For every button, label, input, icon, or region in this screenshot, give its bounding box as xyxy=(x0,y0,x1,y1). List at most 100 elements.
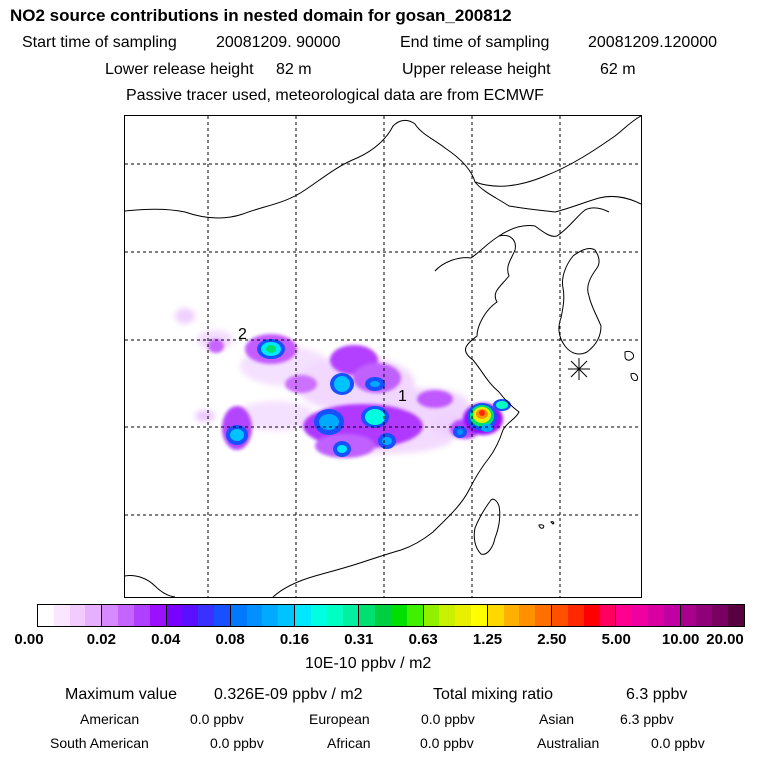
colorbar-swatch xyxy=(423,605,440,626)
source-name: Australian xyxy=(537,735,600,751)
colorbar-swatch xyxy=(262,605,279,626)
colorbar-swatch xyxy=(198,605,214,626)
colorbar xyxy=(37,604,745,627)
colorbar-swatch xyxy=(53,605,70,626)
source-name: South American xyxy=(50,735,149,751)
colorbar-segment xyxy=(38,605,103,626)
colorbar-swatch xyxy=(230,605,247,626)
colorbar-tick-label: 0.31 xyxy=(344,631,374,648)
colorbar-swatch xyxy=(648,605,664,626)
source-name: African xyxy=(327,735,371,751)
colorbar-swatch xyxy=(359,605,376,626)
colorbar-swatch xyxy=(616,605,633,626)
colorbar-swatch xyxy=(38,605,54,626)
source-value: 0.0 ppbv xyxy=(421,711,475,727)
colorbar-swatch xyxy=(102,605,119,626)
colorbar-segment xyxy=(295,605,360,626)
plume-core xyxy=(226,339,511,457)
source-value: 0.0 ppbv xyxy=(420,735,474,751)
colorbar-tick-label: 1.25 xyxy=(472,631,503,648)
colorbar-swatch xyxy=(599,605,616,626)
coastlines xyxy=(125,116,641,597)
source-name: European xyxy=(309,711,370,727)
colorbar-swatch xyxy=(326,605,343,626)
colorbar-swatch xyxy=(406,605,423,626)
source-name: Asian xyxy=(539,711,575,727)
colorbar-tick-label: 0.00 xyxy=(14,631,44,648)
colorbar-swatch xyxy=(149,605,166,626)
colorbar-swatch xyxy=(295,605,311,626)
colorbar-swatch xyxy=(69,605,86,626)
map-panel: 2 1 xyxy=(124,115,642,598)
colorbar-tick-label: 0.02 xyxy=(86,631,116,648)
receptor-asterisk-icon xyxy=(568,358,590,380)
region-label-2: 2 xyxy=(238,326,247,343)
colorbar-tick-label: 20.00 xyxy=(706,631,744,648)
total-mixing-value: 6.3 ppbv xyxy=(626,686,688,703)
end-time-label: End time of sampling xyxy=(400,34,550,51)
colorbar-segment xyxy=(552,605,617,626)
colorbar-swatch xyxy=(133,605,150,626)
max-value-label: Maximum value xyxy=(65,686,178,703)
lat-lon-grid xyxy=(125,116,641,597)
upper-height-label: Upper release height xyxy=(402,61,551,78)
tracer-note: Passive tracer used, meteorological data… xyxy=(126,87,544,104)
colorbar-segment xyxy=(680,605,744,626)
colorbar-swatch xyxy=(118,605,134,626)
colorbar-segment xyxy=(487,605,553,626)
colorbar-swatch xyxy=(663,605,680,626)
colorbar-units: 10E-10 ppbv / m2 xyxy=(305,655,432,672)
region-label-1: 1 xyxy=(398,388,407,405)
colorbar-swatch xyxy=(696,605,713,626)
colorbar-swatch xyxy=(728,605,744,626)
map-svg: 2 1 xyxy=(125,116,641,597)
colorbar-tick-label: 2.50 xyxy=(537,631,567,648)
colorbar-swatch xyxy=(712,605,729,626)
end-time-value: 20081209.120000 xyxy=(588,34,718,51)
colorbar-swatch xyxy=(567,605,584,626)
colorbar-swatch xyxy=(390,605,407,626)
colorbar-swatch xyxy=(278,605,295,626)
colorbar-swatch xyxy=(632,605,649,626)
source-value: 6.3 ppbv xyxy=(620,711,674,727)
source-name: American xyxy=(80,711,140,727)
colorbar-segment xyxy=(230,605,296,626)
lower-height-value: 82 m xyxy=(276,61,312,78)
colorbar-tick-label: 5.00 xyxy=(601,631,631,648)
colorbar-swatch xyxy=(471,605,487,626)
colorbar-swatch xyxy=(680,605,697,626)
colorbar-tick-label: 0.08 xyxy=(215,631,245,648)
max-value: 0.326E-09 ppbv / m2 xyxy=(214,686,363,703)
colorbar-swatch xyxy=(439,605,456,626)
start-time-value: 20081209. 90000 xyxy=(216,34,341,51)
colorbar-swatch xyxy=(535,605,552,626)
start-time-label: Start time of sampling xyxy=(22,34,177,51)
colorbar-tick-label: 0.04 xyxy=(151,631,181,648)
source-value: 0.0 ppbv xyxy=(190,711,244,727)
lower-height-label: Lower release height xyxy=(105,61,254,78)
colorbar-tick-label: 10.00 xyxy=(661,631,700,648)
source-value: 0.0 ppbv xyxy=(651,735,705,751)
colorbar-segment xyxy=(423,605,488,626)
colorbar-swatch xyxy=(213,605,230,626)
colorbar-swatch xyxy=(519,605,536,626)
colorbar-swatch xyxy=(375,605,391,626)
colorbar-segment xyxy=(102,605,167,626)
colorbar-tick-label: 0.63 xyxy=(408,631,438,648)
colorbar-swatch xyxy=(166,605,183,626)
figure-title: NO2 source contributions in nested domai… xyxy=(10,6,512,25)
colorbar-segment xyxy=(166,605,231,626)
colorbar-tick-label: 0.16 xyxy=(279,631,310,648)
colorbar-swatch xyxy=(552,605,568,626)
colorbar-swatch xyxy=(487,605,504,626)
colorbar-swatch xyxy=(310,605,327,626)
colorbar-swatch xyxy=(246,605,263,626)
colorbar-swatch xyxy=(583,605,600,626)
total-mixing-label: Total mixing ratio xyxy=(433,686,554,703)
colorbar-swatch xyxy=(85,605,102,626)
colorbar-segment xyxy=(359,605,424,626)
colorbar-swatch xyxy=(503,605,520,626)
colorbar-segment xyxy=(616,605,681,626)
upper-height-value: 62 m xyxy=(600,61,636,78)
colorbar-swatch xyxy=(182,605,199,626)
